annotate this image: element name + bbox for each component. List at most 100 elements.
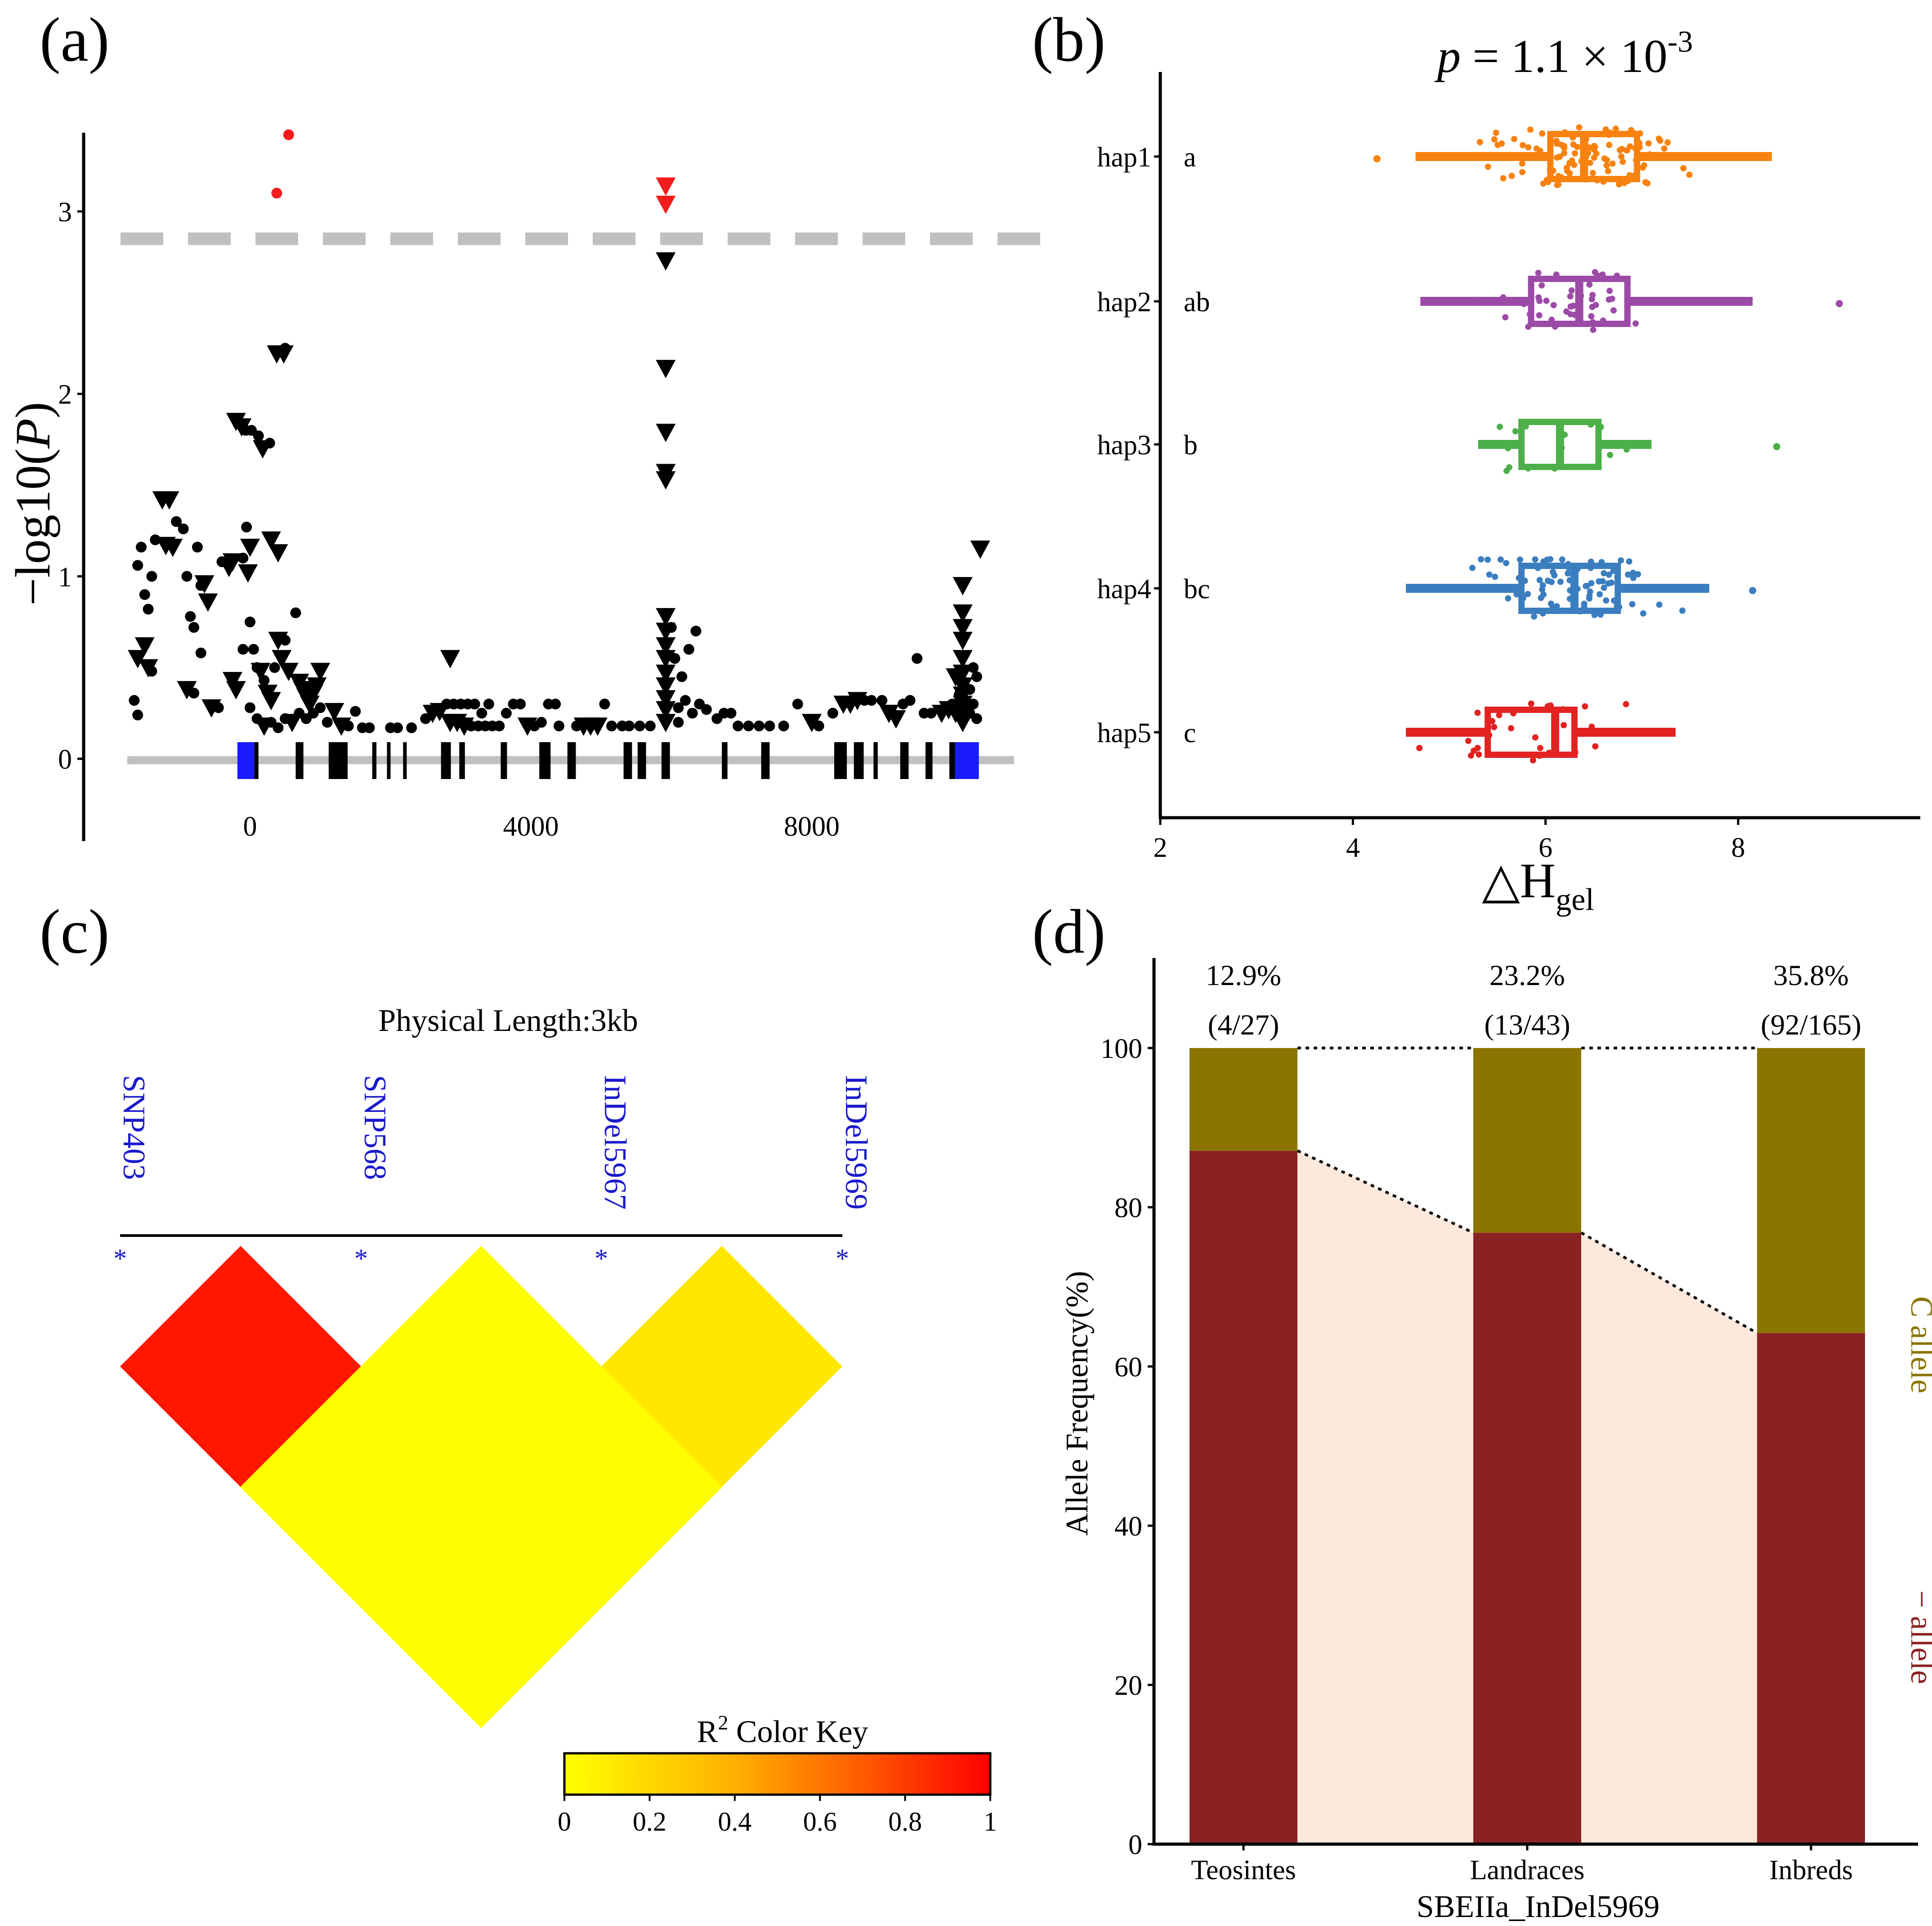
- snp-point: [673, 702, 684, 713]
- cds-exon: [567, 742, 576, 779]
- y-tick-label: hap3: [1097, 430, 1151, 461]
- snp-point: [324, 703, 344, 721]
- outlier-point: [1773, 443, 1780, 450]
- panel-a-ylabel-suffix: ): [5, 402, 60, 418]
- jitter-point: [1550, 167, 1556, 174]
- snp-point: [953, 604, 973, 623]
- snp-point: [953, 619, 973, 637]
- cds-exon: [295, 742, 304, 779]
- jitter-point: [1632, 157, 1639, 164]
- panel-b: (b) p = 1.1 × 10-3 2 4 6 8 hap1 a hap2 ab hap3 b…: [1032, 5, 1920, 917]
- box: [1485, 707, 1578, 758]
- jitter-point: [1505, 445, 1512, 452]
- snp-point: [968, 699, 979, 710]
- jitter-point: [1506, 464, 1512, 471]
- jitter-point: [1603, 162, 1610, 169]
- jitter-point: [1636, 140, 1643, 147]
- cds-exon: [722, 742, 728, 779]
- snp-point: [129, 695, 140, 706]
- snp-point: [146, 666, 157, 677]
- jitter-point: [1572, 749, 1579, 756]
- bar-label-count: (13/43): [1484, 1009, 1570, 1041]
- jitter-point: [1619, 158, 1626, 165]
- x-tick-label: 4: [1346, 833, 1360, 863]
- jitter-point: [1561, 143, 1568, 149]
- jitter-point: [1599, 271, 1606, 278]
- jitter-point: [1588, 313, 1595, 320]
- y-tick-label: hap5: [1097, 718, 1151, 748]
- jitter-point: [1570, 302, 1577, 309]
- snp-point: [971, 671, 982, 682]
- jitter-point: [1606, 142, 1613, 148]
- jitter-point: [1537, 745, 1543, 752]
- snp-point: [866, 695, 877, 706]
- jitter-point: [1553, 138, 1560, 144]
- snp-point: [226, 681, 246, 699]
- snp-point: [634, 720, 645, 731]
- snp-point: [953, 632, 973, 650]
- color-key-tick-label: 1: [984, 1807, 997, 1836]
- ld-markers: SNP403 * SNP568 * InDel5967 * InDel5969 *: [113, 1075, 873, 1273]
- jitter-point: [1503, 560, 1510, 566]
- snp-point: [676, 671, 688, 682]
- snp-point: [743, 720, 754, 731]
- cds-exon: [387, 742, 391, 779]
- snp-point: [310, 663, 331, 681]
- jitter-point: [1597, 424, 1604, 430]
- snp-point: [364, 722, 375, 734]
- snp-point: [188, 622, 200, 633]
- snp-point: [268, 544, 288, 563]
- jitter-point: [1492, 573, 1498, 580]
- jitter-point: [1560, 706, 1566, 713]
- panel-b-xlabel-main: △H: [1482, 853, 1556, 908]
- jitter-point: [1605, 168, 1611, 175]
- jitter-point: [1623, 446, 1630, 453]
- jitter-point: [1539, 610, 1546, 617]
- snp-point: [792, 699, 803, 710]
- snp-point: [315, 702, 326, 713]
- snp-point: [350, 706, 361, 717]
- snp-point: [953, 650, 973, 668]
- bar-label-count: (92/165): [1761, 1009, 1861, 1041]
- x-tick-label: 8: [1731, 833, 1745, 863]
- jitter-point: [1632, 320, 1639, 327]
- jitter-point: [1637, 130, 1643, 137]
- jitter-point: [1516, 575, 1522, 582]
- snp-point: [420, 713, 431, 724]
- jitter-point: [1561, 431, 1568, 438]
- jitter-point: [1536, 577, 1543, 583]
- jitter-point: [1577, 608, 1583, 615]
- snp-point: [656, 714, 676, 732]
- jitter-point: [1592, 269, 1598, 276]
- y-tick-label: 80: [1114, 1193, 1142, 1223]
- jitter-point: [1496, 712, 1503, 718]
- bar-label-percent: 23.2%: [1489, 959, 1565, 992]
- jitter-point: [1493, 130, 1499, 136]
- jitter-point: [1588, 723, 1595, 730]
- snp-point: [143, 604, 154, 615]
- bar-minus-allele-landraces: [1473, 1232, 1581, 1844]
- snp-point: [553, 720, 564, 731]
- jitter-point: [1512, 428, 1519, 434]
- jitter-point: [1590, 327, 1597, 333]
- snp-point: [733, 720, 744, 731]
- snp-point: [964, 684, 975, 695]
- color-key-tick-label: 0.6: [803, 1807, 837, 1836]
- jitter-point: [1574, 143, 1581, 150]
- snp-point: [171, 516, 182, 527]
- cds-exon: [854, 742, 864, 779]
- x-tick-label: Inbreds: [1769, 1855, 1853, 1886]
- jitter-point: [1588, 564, 1594, 571]
- jitter-point: [1543, 297, 1550, 304]
- jitter-point: [1467, 752, 1474, 759]
- jitter-point: [1574, 586, 1581, 592]
- snp-point: [599, 699, 610, 710]
- bar-label-count: (4/27): [1208, 1009, 1279, 1041]
- significant-snp-point: [656, 196, 676, 214]
- jitter-point: [1609, 160, 1616, 167]
- snp-point: [624, 720, 635, 731]
- snp-point: [656, 471, 676, 490]
- jitter-point: [1539, 582, 1546, 589]
- jitter-point: [1567, 293, 1574, 300]
- snp-point: [680, 695, 691, 706]
